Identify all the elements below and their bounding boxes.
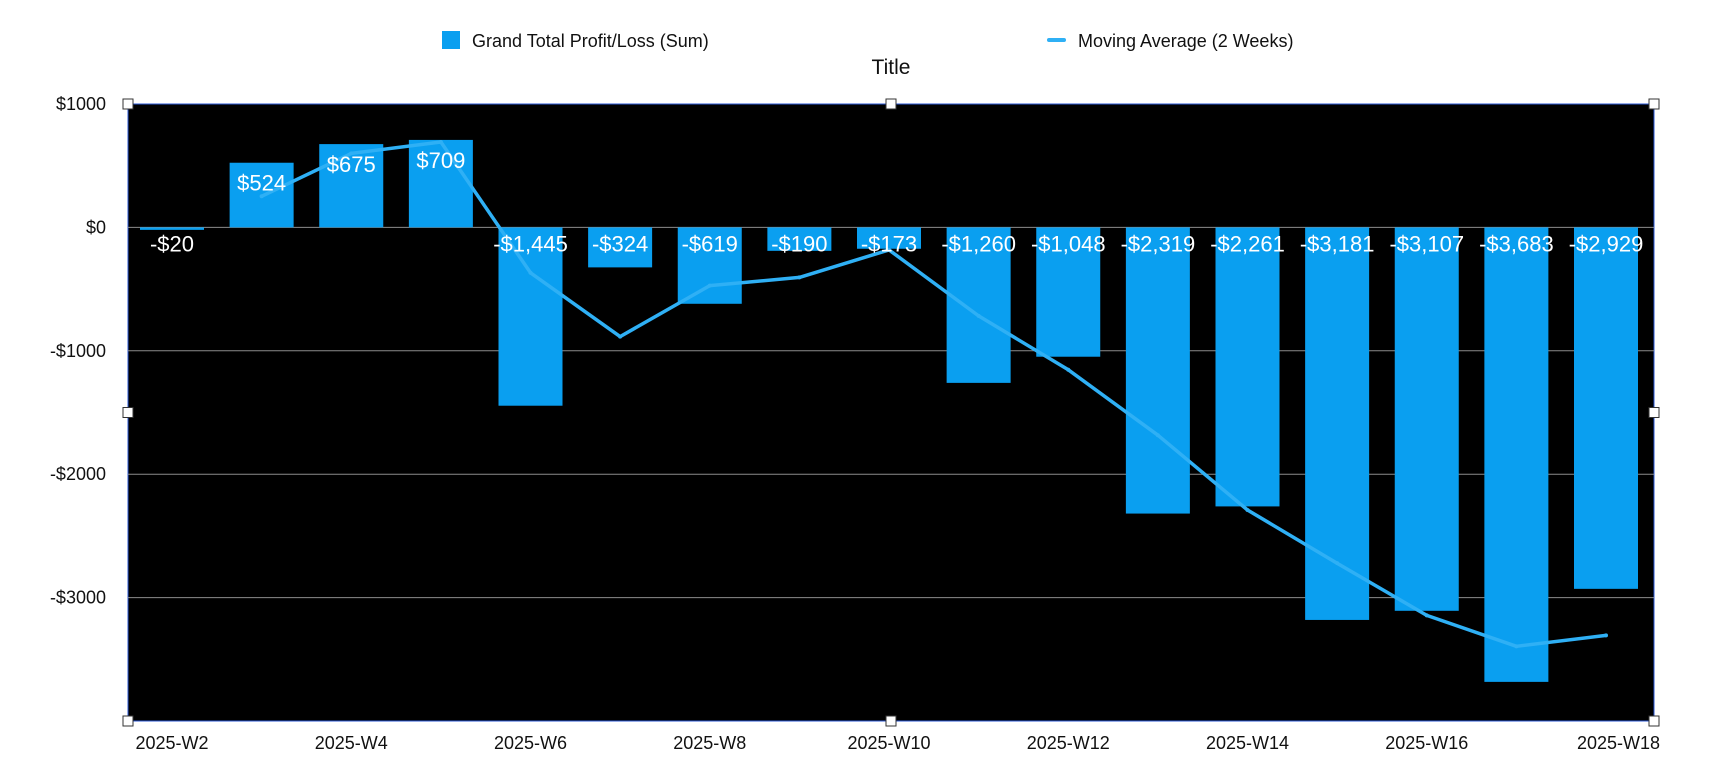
data-label: $524 — [237, 171, 286, 196]
bar-2025-W8[interactable] — [677, 227, 742, 304]
data-label: -$1,048 — [1031, 231, 1106, 256]
bar-2025-W15[interactable] — [1305, 227, 1370, 620]
data-label: -$1,445 — [493, 231, 568, 256]
bar-2025-W17[interactable] — [1484, 227, 1549, 682]
data-label: -$2,929 — [1569, 231, 1644, 256]
bar-2025-W13[interactable] — [1125, 227, 1190, 514]
moving-average-point — [887, 247, 891, 252]
resize-handle[interactable] — [122, 715, 134, 727]
moving-average-point — [1514, 644, 1519, 649]
resize-handle[interactable] — [1648, 407, 1660, 418]
resize-handle[interactable] — [122, 98, 134, 110]
data-labels: -$20 $524 $675 $709 -$1,445 -$324 -$619 -$190 -$… — [150, 148, 1643, 256]
resize-handle[interactable] — [1648, 98, 1660, 110]
moving-average-point — [1424, 613, 1429, 618]
x-axis: 2025-W2 2025-W4 2025-W6 2025-W8 2025-W10 2025… — [135, 733, 1660, 753]
data-label: -$3,683 — [1479, 231, 1554, 256]
bar-2025-W12[interactable] — [1036, 227, 1101, 357]
y-axis: $1000 $0 -$1000 -$2000 -$3000 — [50, 94, 106, 608]
legend-label-bars: Grand Total Profit/Loss (Sum) — [472, 31, 709, 51]
x-tick-label: 2025-W18 — [1577, 733, 1660, 753]
data-label: -$324 — [592, 231, 648, 256]
bar-2025-W10[interactable] — [857, 227, 921, 249]
moving-average-point — [1604, 633, 1608, 638]
chart-title: Title — [872, 56, 911, 79]
resize-handle[interactable] — [1648, 715, 1660, 727]
x-tick-label: 2025-W6 — [494, 733, 567, 753]
data-label: -$3,181 — [1300, 231, 1375, 256]
moving-average-point — [797, 275, 802, 280]
bar-2025-W4[interactable] — [319, 144, 384, 228]
bar-2025-W2[interactable] — [140, 227, 204, 230]
data-label: $675 — [327, 152, 376, 177]
data-label: -$1,260 — [941, 231, 1016, 256]
x-tick-label: 2025-W4 — [315, 733, 388, 753]
legend-item-bars[interactable]: Grand Total Profit/Loss (Sum) — [442, 31, 709, 51]
resize-handle[interactable] — [885, 98, 897, 110]
moving-average-point — [707, 283, 712, 288]
data-label: -$2,319 — [1121, 231, 1196, 256]
legend-item-line[interactable]: Moving Average (2 Weeks) — [1047, 31, 1293, 51]
bar-2025-W18[interactable] — [1574, 227, 1638, 589]
line-series — [259, 140, 1608, 649]
data-label: -$190 — [771, 231, 827, 256]
legend-swatch-bars — [442, 31, 460, 49]
selection-handles — [122, 98, 1660, 727]
moving-average-point — [618, 334, 623, 339]
resize-handle[interactable] — [885, 715, 897, 727]
moving-average-point — [528, 270, 533, 275]
x-tick-label: 2025-W2 — [135, 733, 208, 753]
data-label: -$2,261 — [1210, 231, 1285, 256]
moving-average-point — [438, 140, 443, 145]
moving-average-point — [259, 194, 264, 199]
x-tick-label: 2025-W14 — [1206, 733, 1289, 753]
resize-handle[interactable] — [122, 407, 134, 418]
data-label: $709 — [416, 148, 465, 173]
moving-average-point — [1335, 561, 1340, 566]
moving-average-point — [1066, 367, 1071, 372]
y-tick-label: -$3000 — [50, 588, 106, 608]
legend-label-line: Moving Average (2 Weeks) — [1078, 31, 1293, 51]
bar-2025-W16[interactable] — [1394, 227, 1459, 611]
y-tick-label: $0 — [86, 217, 106, 237]
legend-swatch-line — [1047, 38, 1066, 42]
bar-2025-W6[interactable] — [498, 227, 563, 406]
bar-2025-W9[interactable] — [767, 227, 832, 251]
moving-average-point — [976, 313, 981, 318]
moving-average-point — [349, 151, 354, 156]
x-tick-label: 2025-W16 — [1385, 733, 1468, 753]
x-tick-label: 2025-W8 — [673, 733, 746, 753]
data-label: -$20 — [150, 231, 194, 256]
bar-2025-W11[interactable] — [946, 227, 1011, 383]
data-label: -$3,107 — [1389, 231, 1464, 256]
moving-average-line[interactable] — [259, 140, 1608, 649]
bar-2025-W7[interactable] — [588, 227, 653, 268]
y-tick-label: -$1000 — [50, 341, 106, 361]
bar-2025-W14[interactable] — [1215, 227, 1280, 507]
data-label: -$619 — [682, 231, 738, 256]
y-tick-label: $1000 — [56, 94, 106, 114]
x-tick-label: 2025-W12 — [1027, 733, 1110, 753]
data-label: -$173 — [861, 231, 917, 256]
moving-average-point — [1155, 433, 1160, 438]
legend: Grand Total Profit/Loss (Sum) Moving Ave… — [442, 31, 1293, 51]
bar-series — [140, 139, 1638, 682]
moving-average-point — [1245, 507, 1250, 512]
y-tick-label: -$2000 — [50, 464, 106, 484]
x-tick-label: 2025-W10 — [847, 733, 930, 753]
bar-2025-W5[interactable] — [408, 139, 473, 228]
